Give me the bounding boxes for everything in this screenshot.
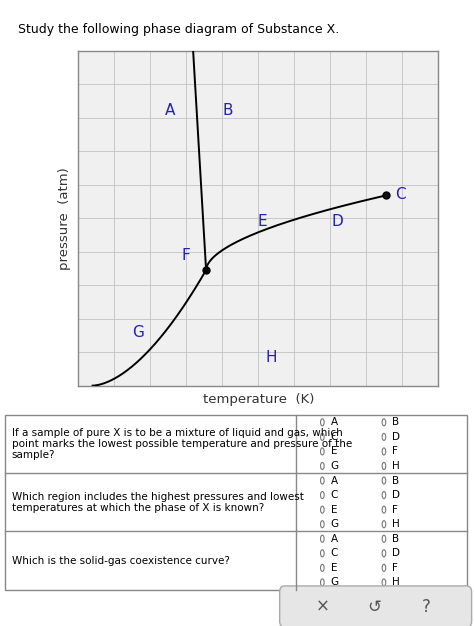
Text: B: B xyxy=(392,418,400,428)
Text: ?: ? xyxy=(422,598,431,615)
Text: Study the following phase diagram of Substance X.: Study the following phase diagram of Sub… xyxy=(18,23,339,36)
Text: H: H xyxy=(265,350,277,365)
Text: D: D xyxy=(332,214,344,229)
Text: H: H xyxy=(392,461,400,471)
Text: E: E xyxy=(331,505,337,515)
Text: temperatures at which the phase of X is known?: temperatures at which the phase of X is … xyxy=(12,503,264,513)
Text: ↺: ↺ xyxy=(367,598,382,615)
Y-axis label: pressure  (atm): pressure (atm) xyxy=(58,167,71,270)
Text: A: A xyxy=(331,476,338,486)
Text: G: G xyxy=(331,519,339,529)
Text: A: A xyxy=(331,534,338,544)
Text: C: C xyxy=(331,432,338,442)
Text: C: C xyxy=(395,187,406,202)
Text: B: B xyxy=(392,534,400,544)
Text: B: B xyxy=(222,103,233,118)
Text: A: A xyxy=(331,418,338,428)
Text: D: D xyxy=(392,490,401,500)
Text: F: F xyxy=(182,247,191,262)
Text: sample?: sample? xyxy=(12,451,55,460)
Text: F: F xyxy=(392,563,398,573)
Text: H: H xyxy=(392,577,400,587)
Text: F: F xyxy=(392,505,398,515)
X-axis label: temperature  (K): temperature (K) xyxy=(203,393,314,406)
Text: Which is the solid-gas coexistence curve?: Which is the solid-gas coexistence curve… xyxy=(12,556,230,565)
Text: If a sample of pure X is to be a mixture of liquid and gas, which: If a sample of pure X is to be a mixture… xyxy=(12,428,343,438)
Text: H: H xyxy=(392,519,400,529)
Text: Which region includes the highest pressures and lowest: Which region includes the highest pressu… xyxy=(12,492,304,501)
Text: point marks the lowest possible temperature and pressure of the: point marks the lowest possible temperat… xyxy=(12,439,352,449)
Text: ×: × xyxy=(315,598,329,615)
Text: E: E xyxy=(331,563,337,573)
Text: G: G xyxy=(331,461,339,471)
Text: E: E xyxy=(331,446,337,456)
Text: B: B xyxy=(392,476,400,486)
Text: A: A xyxy=(165,103,175,118)
Text: C: C xyxy=(331,490,338,500)
Text: E: E xyxy=(257,214,267,229)
Text: F: F xyxy=(392,446,398,456)
Text: C: C xyxy=(331,548,338,558)
Text: D: D xyxy=(392,432,401,442)
Text: G: G xyxy=(132,324,144,339)
Text: G: G xyxy=(331,577,339,587)
Text: D: D xyxy=(392,548,401,558)
